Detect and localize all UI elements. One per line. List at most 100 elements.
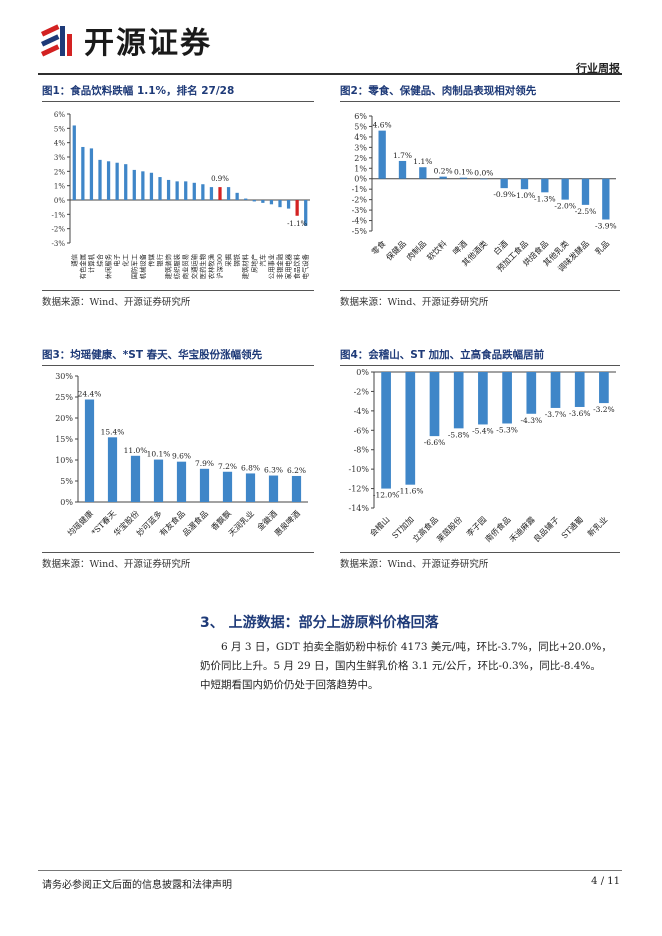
data-label: -1.3% bbox=[534, 194, 556, 203]
bar-休闲服务 bbox=[106, 161, 111, 200]
x-category-label: 银行 bbox=[155, 253, 164, 266]
bar-调味发酵品 bbox=[581, 178, 590, 205]
x-category-label: 家用电器 bbox=[284, 253, 293, 279]
x-category-label: 莱茵股份 bbox=[434, 514, 464, 544]
x-category-label: 非银金融 bbox=[275, 253, 284, 279]
bar-ST通葡 bbox=[574, 372, 585, 407]
x-category-label: 沪深300 bbox=[215, 254, 224, 279]
y-tick-label: 0% bbox=[354, 175, 367, 184]
x-category-label: 均瑶健康 bbox=[65, 508, 95, 538]
bar-乳品 bbox=[602, 178, 610, 220]
x-category-label: 零食 bbox=[369, 238, 387, 256]
x-category-label: 新乳业 bbox=[585, 514, 609, 538]
x-category-label: 采掘 bbox=[224, 254, 233, 267]
y-tick-label: -3% bbox=[352, 206, 368, 215]
x-category-label: 商业贸易 bbox=[181, 254, 190, 279]
y-tick-label: 25% bbox=[55, 393, 73, 402]
bar-银行 bbox=[158, 177, 162, 200]
bar-建筑材料 bbox=[244, 198, 248, 200]
y-tick-label: -2% bbox=[52, 226, 66, 234]
y-tick-label: 1% bbox=[54, 183, 65, 191]
x-category-label: 乳品 bbox=[593, 238, 611, 256]
figure-3-source: 数据来源：Wind、开源证券研究所 bbox=[42, 559, 191, 570]
x-category-label: 纺织服装 bbox=[172, 253, 181, 279]
x-category-label: 传媒 bbox=[146, 253, 155, 266]
figure-1-chart: -3% -2% -1% 0% 1% 2% 3% 4% 5% 6% 通信 有色金属 计算机 综合 休闲服务 电子… bbox=[52, 111, 310, 279]
y-tick-label: 0% bbox=[356, 368, 369, 377]
bar-非银金融 bbox=[278, 200, 282, 208]
data-label: 4.6% bbox=[373, 121, 392, 130]
x-category-label: 农林牧渔 bbox=[206, 254, 215, 279]
y-tick-label: -1% bbox=[52, 211, 66, 219]
figure-4-chart: -14% -12% -10% -8% -6% -4% -2% 0% -12.0% 会稽山 -11.6… bbox=[349, 368, 616, 544]
data-label: 24.4% bbox=[78, 390, 102, 399]
y-tick-label: 3% bbox=[54, 154, 65, 162]
data-label: -2.0% bbox=[554, 202, 576, 211]
y-tick-label: 4% bbox=[54, 140, 65, 148]
header-divider bbox=[38, 73, 622, 75]
data-label: -3.9% bbox=[595, 222, 617, 231]
bar-南侨食品 bbox=[502, 372, 512, 424]
annotation-label: 0.9% bbox=[211, 175, 229, 183]
bar-商业贸易 bbox=[184, 181, 188, 200]
bar-电子 bbox=[115, 162, 119, 200]
bar-预加工食品 bbox=[520, 178, 529, 190]
x-category-label: 机械设备 bbox=[138, 253, 147, 279]
bar-有色金属 bbox=[81, 146, 85, 200]
bar-香飘飘 bbox=[222, 471, 233, 502]
y-tick-label: 1% bbox=[354, 164, 367, 173]
y-tick-label: -4% bbox=[354, 407, 370, 416]
bar-纺织服装 bbox=[175, 181, 179, 200]
y-tick-label: 3% bbox=[354, 143, 367, 152]
y-tick-label: -12% bbox=[349, 485, 370, 494]
figure-4-source: 数据来源：Wind、开源证券研究所 bbox=[340, 559, 489, 570]
figure-1-bottom-rule bbox=[42, 290, 314, 291]
data-label: -1.0% bbox=[514, 191, 536, 200]
bar-其他乳类 bbox=[561, 178, 569, 200]
x-category-label: 汽车 bbox=[258, 254, 267, 267]
bar-均瑶健康 bbox=[84, 399, 95, 502]
bar-化工 bbox=[124, 164, 128, 200]
bar-国防军工 bbox=[132, 169, 136, 200]
x-category-label: 交通运输 bbox=[189, 253, 198, 279]
bar-软饮料 bbox=[439, 176, 447, 179]
body-paragraph-line-1: 6 月 3 日，GDT 拍卖全脂奶粉中标价 4173 美元/吨，环比-3.7%，… bbox=[221, 641, 612, 653]
y-tick-label: 6% bbox=[354, 112, 367, 121]
y-tick-label: 5% bbox=[354, 122, 367, 131]
bar-交通运输 bbox=[192, 182, 196, 200]
data-label: -3.7% bbox=[545, 410, 567, 419]
data-label: -5.4% bbox=[472, 426, 494, 435]
y-tick-label: 0% bbox=[60, 498, 73, 507]
bar-汽车 bbox=[261, 200, 265, 203]
x-category-label: 保健品 bbox=[384, 238, 408, 262]
brand-mark-icon bbox=[40, 24, 72, 57]
data-label: 6.2% bbox=[287, 466, 306, 475]
data-label: 9.6% bbox=[172, 452, 191, 461]
x-category-label: 休闲服务 bbox=[104, 253, 113, 279]
x-category-label: ST通葡 bbox=[559, 514, 585, 540]
data-label: -5.8% bbox=[448, 430, 470, 439]
y-tick-label: 6% bbox=[54, 111, 65, 119]
figure-3-bottom-rule bbox=[42, 552, 314, 553]
data-label: -2.5% bbox=[575, 207, 597, 216]
bar-沪深300 bbox=[218, 187, 222, 200]
figure-3-underline bbox=[42, 365, 314, 366]
figure-1-title: 图1：食品饮料跌幅 1.1%，排名 27/28 bbox=[42, 85, 235, 97]
y-tick-label: 4% bbox=[354, 133, 367, 142]
x-category-label: 有色金属 bbox=[78, 254, 87, 279]
x-category-label: 国防军工 bbox=[129, 254, 138, 279]
bar-ST加加 bbox=[405, 372, 416, 485]
figure-4-bottom-rule bbox=[340, 552, 620, 553]
x-category-label: 建筑材料 bbox=[241, 253, 250, 279]
data-label: -5.3% bbox=[496, 425, 518, 434]
figure-2-underline bbox=[340, 101, 620, 102]
bar-白酒 bbox=[500, 178, 508, 189]
y-tick-label: -6% bbox=[354, 426, 370, 435]
y-tick-label: -2% bbox=[354, 387, 370, 396]
x-category-label: 会稽山 bbox=[367, 514, 391, 538]
data-label: 15.4% bbox=[101, 427, 125, 436]
y-tick-label: -8% bbox=[354, 446, 370, 455]
y-tick-label: 20% bbox=[55, 414, 73, 423]
data-label: -0.9% bbox=[493, 190, 515, 199]
bar-妙可蓝多 bbox=[153, 459, 164, 502]
